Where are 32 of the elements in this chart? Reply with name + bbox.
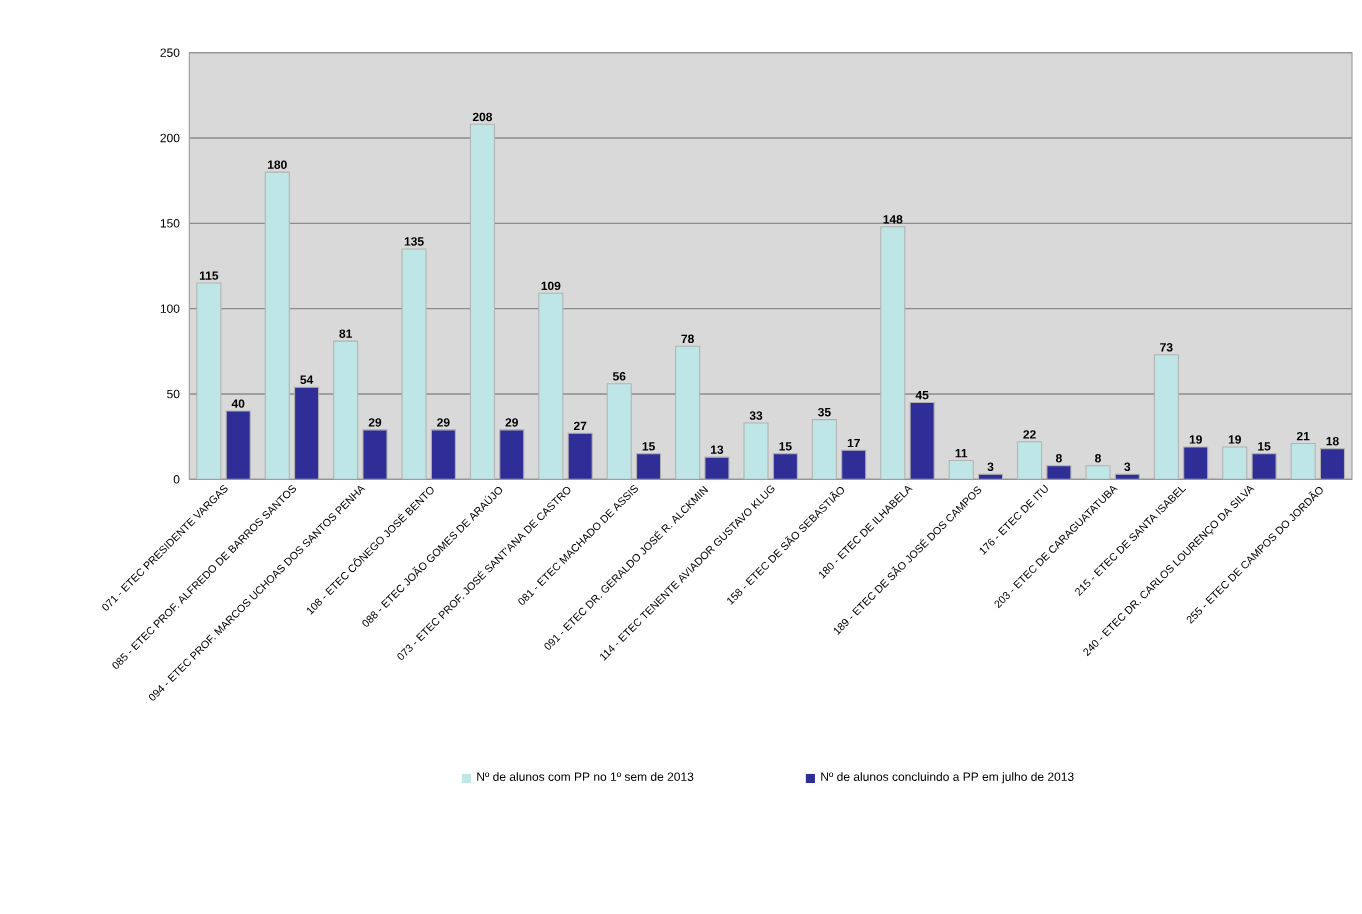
bar	[1290, 442, 1316, 480]
bar	[636, 453, 662, 480]
bar	[1085, 465, 1111, 480]
bar	[1153, 354, 1179, 480]
bar	[567, 432, 593, 480]
bar	[743, 422, 769, 480]
bar	[880, 226, 906, 480]
bar	[675, 345, 701, 480]
bar	[333, 340, 359, 480]
bar	[499, 429, 525, 480]
bar	[606, 383, 632, 480]
bar	[909, 401, 935, 480]
bar	[1046, 465, 1072, 480]
bar	[948, 460, 974, 480]
bar	[704, 456, 730, 480]
bar	[196, 282, 222, 480]
bar	[469, 123, 495, 480]
bar	[225, 410, 251, 480]
bar	[362, 429, 388, 480]
bar	[264, 171, 290, 480]
bar	[841, 449, 867, 480]
bar	[538, 292, 564, 480]
bar	[1319, 448, 1346, 480]
bar	[811, 419, 837, 480]
bar	[1251, 453, 1277, 480]
bar	[294, 386, 320, 480]
bar	[1183, 446, 1209, 480]
bar	[772, 453, 798, 480]
bar	[430, 429, 456, 480]
bar	[401, 248, 427, 480]
bar	[1017, 441, 1043, 480]
bar	[1222, 446, 1248, 480]
